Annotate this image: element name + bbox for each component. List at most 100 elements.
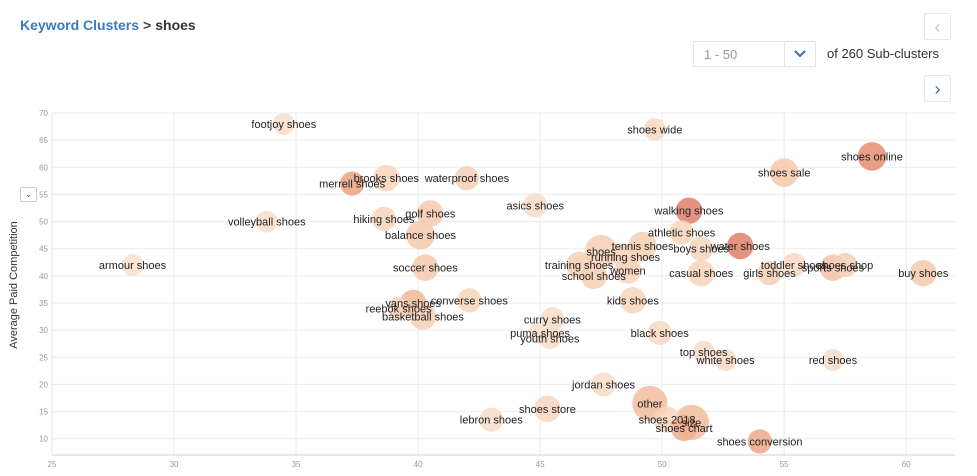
bubble-point[interactable] xyxy=(479,407,504,432)
breadcrumb-current: shoes xyxy=(155,17,196,33)
point-label: soccer shoes xyxy=(393,263,458,275)
y-tick-label: 15 xyxy=(39,408,48,417)
point-label: curry shoes xyxy=(524,314,581,326)
bubble-point[interactable] xyxy=(412,254,439,281)
bubble-point[interactable] xyxy=(373,164,400,192)
point-label: women xyxy=(609,265,645,277)
y-tick-label: 35 xyxy=(39,299,48,308)
axis-options-toggle[interactable]: ⌄ xyxy=(20,187,37,202)
breadcrumb-parent-link[interactable]: Keyword Clusters xyxy=(20,17,140,33)
bubble-point[interactable] xyxy=(409,303,437,330)
bubble-point[interactable] xyxy=(757,261,782,286)
bubble-point[interactable] xyxy=(272,112,295,135)
bubble-point[interactable] xyxy=(833,252,858,278)
bubble-point[interactable] xyxy=(387,297,410,320)
point-label: basketball shoes xyxy=(382,312,464,324)
bubble-point[interactable] xyxy=(454,166,479,191)
bubble-point[interactable] xyxy=(255,210,278,233)
point-label: school shoes xyxy=(562,271,627,283)
x-tick-label: 25 xyxy=(48,460,57,469)
y-tick-label: 60 xyxy=(39,163,48,172)
bubble-point[interactable] xyxy=(821,349,844,371)
bubble-point[interactable] xyxy=(371,206,397,231)
x-tick-label: 55 xyxy=(780,460,789,469)
point-label: shoes shop xyxy=(817,260,873,272)
y-tick-label: 45 xyxy=(39,245,48,254)
y-tick-label: 30 xyxy=(39,326,48,335)
bubble-point[interactable] xyxy=(910,259,937,287)
bubble-point[interactable] xyxy=(769,158,799,188)
chevron-left-icon: ‹ xyxy=(934,16,941,37)
bubble-point[interactable] xyxy=(406,220,435,250)
point-label: other xyxy=(637,398,662,410)
point-label: puma shoes xyxy=(510,328,570,340)
bubble-point[interactable] xyxy=(647,320,672,345)
bubble-point[interactable] xyxy=(417,200,444,227)
subcluster-count: of 260 Sub-clusters xyxy=(827,46,940,61)
point-label: tennis shoes xyxy=(612,241,674,253)
point-label: size xyxy=(682,417,702,429)
point-label: shoes chart xyxy=(656,423,713,435)
point-label: lebron shoes xyxy=(460,415,523,427)
point-label: toddler shoes xyxy=(761,260,828,272)
x-tick-label: 30 xyxy=(170,460,179,469)
point-label: waterproof shoes xyxy=(424,173,510,185)
bubble-point[interactable] xyxy=(523,193,548,218)
bubble-point[interactable] xyxy=(781,252,807,278)
point-label: reebok shoes xyxy=(366,303,433,315)
point-label: black shoes xyxy=(631,328,690,340)
page-range-value: 1 - 50 xyxy=(704,46,738,62)
chevron-down-icon[interactable] xyxy=(784,42,815,66)
bubble-point[interactable] xyxy=(538,327,561,350)
point-label: boys shoes xyxy=(673,244,729,256)
y-tick-label: 50 xyxy=(39,218,48,227)
bubble-point[interactable] xyxy=(727,232,754,260)
point-label: brooks shoes xyxy=(354,173,420,185)
bubble-point[interactable] xyxy=(591,372,616,397)
bubble-point[interactable] xyxy=(747,429,772,454)
point-label: athletic shoes xyxy=(648,227,716,239)
point-label: golf shoes xyxy=(405,208,456,220)
bubble-point[interactable] xyxy=(692,340,715,363)
bubble-point[interactable] xyxy=(687,259,715,287)
breadcrumb: Keyword Clusters > shoes xyxy=(20,17,196,33)
bubble-point[interactable] xyxy=(457,288,482,313)
chevron-right-icon: › xyxy=(934,78,941,99)
point-label: volleyball shoes xyxy=(228,217,306,229)
point-label: white shoes xyxy=(696,355,756,367)
point-label: vans shoes xyxy=(385,298,441,310)
previous-page-button[interactable]: ‹ xyxy=(924,13,951,40)
bubble-point[interactable] xyxy=(580,262,607,290)
x-tick-label: 40 xyxy=(414,460,423,469)
bubble-point[interactable] xyxy=(584,234,618,268)
bubble-point[interactable] xyxy=(619,287,647,314)
bubble-point[interactable] xyxy=(534,395,561,423)
y-tick-label: 40 xyxy=(39,272,48,281)
next-page-button[interactable]: › xyxy=(924,75,951,102)
bubble-point[interactable] xyxy=(669,220,694,245)
point-label: shoes sale xyxy=(758,168,811,180)
chart-bubbles xyxy=(121,112,937,454)
bubble-point[interactable] xyxy=(643,118,666,141)
y-tick-label: 10 xyxy=(39,435,48,444)
bubble-point[interactable] xyxy=(857,142,887,171)
bubble-point[interactable] xyxy=(340,171,365,196)
breadcrumb-separator: > xyxy=(143,17,152,33)
x-tick-label: 60 xyxy=(902,460,911,469)
bubble-point[interactable] xyxy=(670,414,698,442)
point-label: shoes conversion xyxy=(717,436,803,448)
point-label: hiking shoes xyxy=(353,214,415,226)
chevron-down-icon: ⌄ xyxy=(24,189,33,199)
bubble-point[interactable] xyxy=(121,254,144,276)
point-label: shoes 2018 xyxy=(639,415,696,427)
bubble-point[interactable] xyxy=(614,257,642,284)
page-range-select[interactable]: 1 - 50 xyxy=(693,41,816,67)
bubble-point[interactable] xyxy=(689,236,714,261)
point-label: shoes wide xyxy=(627,124,682,136)
x-tick-label: 35 xyxy=(292,460,301,469)
point-label: asics shoes xyxy=(506,200,564,212)
bubble-point[interactable] xyxy=(675,197,703,224)
bubble-point[interactable] xyxy=(714,349,737,371)
point-label: red shoes xyxy=(809,355,858,367)
